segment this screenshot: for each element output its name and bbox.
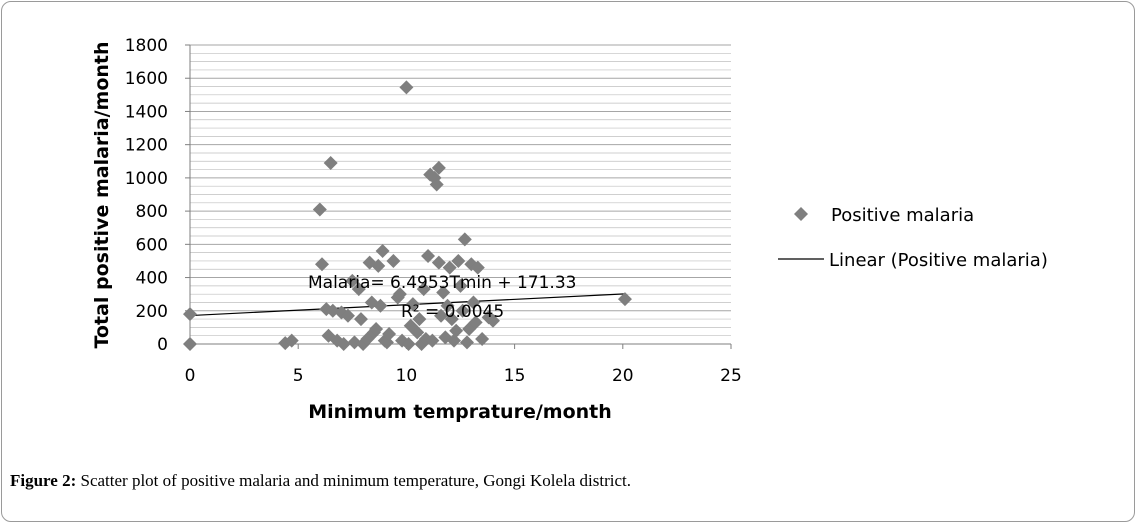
data-point: [434, 308, 449, 323]
y-tick-label: 1400: [125, 102, 168, 122]
figure-caption: Figure 2: Scatter plot of positive malar…: [10, 471, 631, 491]
data-point: [382, 327, 397, 342]
data-point: [431, 255, 446, 270]
y-tick-label: 1800: [125, 36, 168, 56]
data-point: [386, 253, 401, 268]
data-point: [617, 292, 632, 307]
data-point: [449, 323, 464, 338]
data-point: [451, 253, 466, 268]
data-point: [183, 307, 197, 322]
y-tick-label: 1000: [125, 169, 168, 189]
x-tick-label: 25: [720, 366, 742, 386]
data-point: [410, 325, 425, 340]
legend-label-positive-malaria: Positive malaria: [831, 205, 974, 226]
data-point: [405, 297, 420, 312]
annotations: Malaria= 6.4953Tmin + 171.33 R² = 0.0045: [308, 273, 576, 322]
x-axis-title: Minimum temprature/month: [308, 401, 612, 423]
y-tick-label: 1600: [125, 69, 168, 89]
data-point: [183, 337, 197, 351]
data-point: [345, 273, 360, 288]
data-point: [416, 282, 431, 297]
legend: Positive malaria Linear (Positive malari…: [778, 205, 1048, 271]
data-point: [485, 313, 500, 328]
x-tick-labels: 0 5 10 15 20 25: [185, 344, 742, 386]
caption-label: Figure 2:: [10, 471, 77, 490]
x-tick-label: 10: [396, 366, 418, 386]
data-point: [457, 232, 472, 247]
data-point: [442, 260, 457, 275]
data-point: [447, 333, 462, 348]
data-point: [392, 287, 407, 302]
data-point: [353, 312, 368, 327]
data-point: [373, 298, 388, 313]
data-point: [466, 295, 481, 310]
r-squared-label: R² = 0.0045: [401, 302, 504, 322]
y-tick-label: 600: [136, 235, 168, 255]
data-point: [431, 160, 446, 175]
data-point: [436, 285, 451, 300]
data-points: [183, 80, 632, 351]
data-point: [315, 257, 330, 272]
data-point: [336, 337, 351, 351]
x-tick-label: 0: [185, 366, 196, 386]
x-tick-label: 20: [612, 366, 634, 386]
y-tick-label: 800: [136, 202, 168, 222]
y-tick-labels: 0 200 400 600 800 1000 1200 1400 1600 1800: [125, 36, 190, 355]
legend-label-linear: Linear (Positive malaria): [829, 250, 1048, 271]
data-point: [455, 303, 470, 318]
y-tick-label: 0: [157, 335, 168, 355]
data-point: [375, 243, 390, 258]
legend-diamond-icon: [794, 207, 808, 221]
data-point: [412, 312, 427, 327]
data-point: [470, 260, 485, 275]
y-tick-label: 1200: [125, 136, 168, 156]
data-point: [444, 312, 459, 327]
y-axis-title: Total positive malaria/month: [91, 41, 113, 348]
data-point: [323, 155, 338, 170]
data-point: [475, 332, 490, 347]
data-point: [453, 278, 468, 293]
y-tick-label: 200: [136, 302, 168, 322]
gridlines: [190, 44, 731, 345]
data-point: [351, 282, 366, 297]
data-point: [284, 333, 299, 348]
data-point: [425, 333, 440, 348]
data-point: [421, 248, 436, 263]
x-tick-label: 15: [504, 366, 526, 386]
data-point: [312, 202, 327, 217]
data-point: [468, 315, 483, 330]
x-tick-label: 5: [293, 366, 304, 386]
data-point: [369, 322, 384, 337]
data-point: [429, 177, 444, 192]
data-point: [459, 335, 474, 350]
regression-equation: Malaria= 6.4953Tmin + 171.33: [308, 273, 576, 293]
data-point: [399, 80, 414, 95]
y-tick-label: 400: [136, 269, 168, 289]
caption-text: Scatter plot of positive malaria and min…: [76, 471, 631, 490]
data-point: [371, 258, 386, 273]
data-point: [340, 308, 355, 323]
data-point: [440, 298, 455, 313]
data-point: [401, 337, 416, 351]
